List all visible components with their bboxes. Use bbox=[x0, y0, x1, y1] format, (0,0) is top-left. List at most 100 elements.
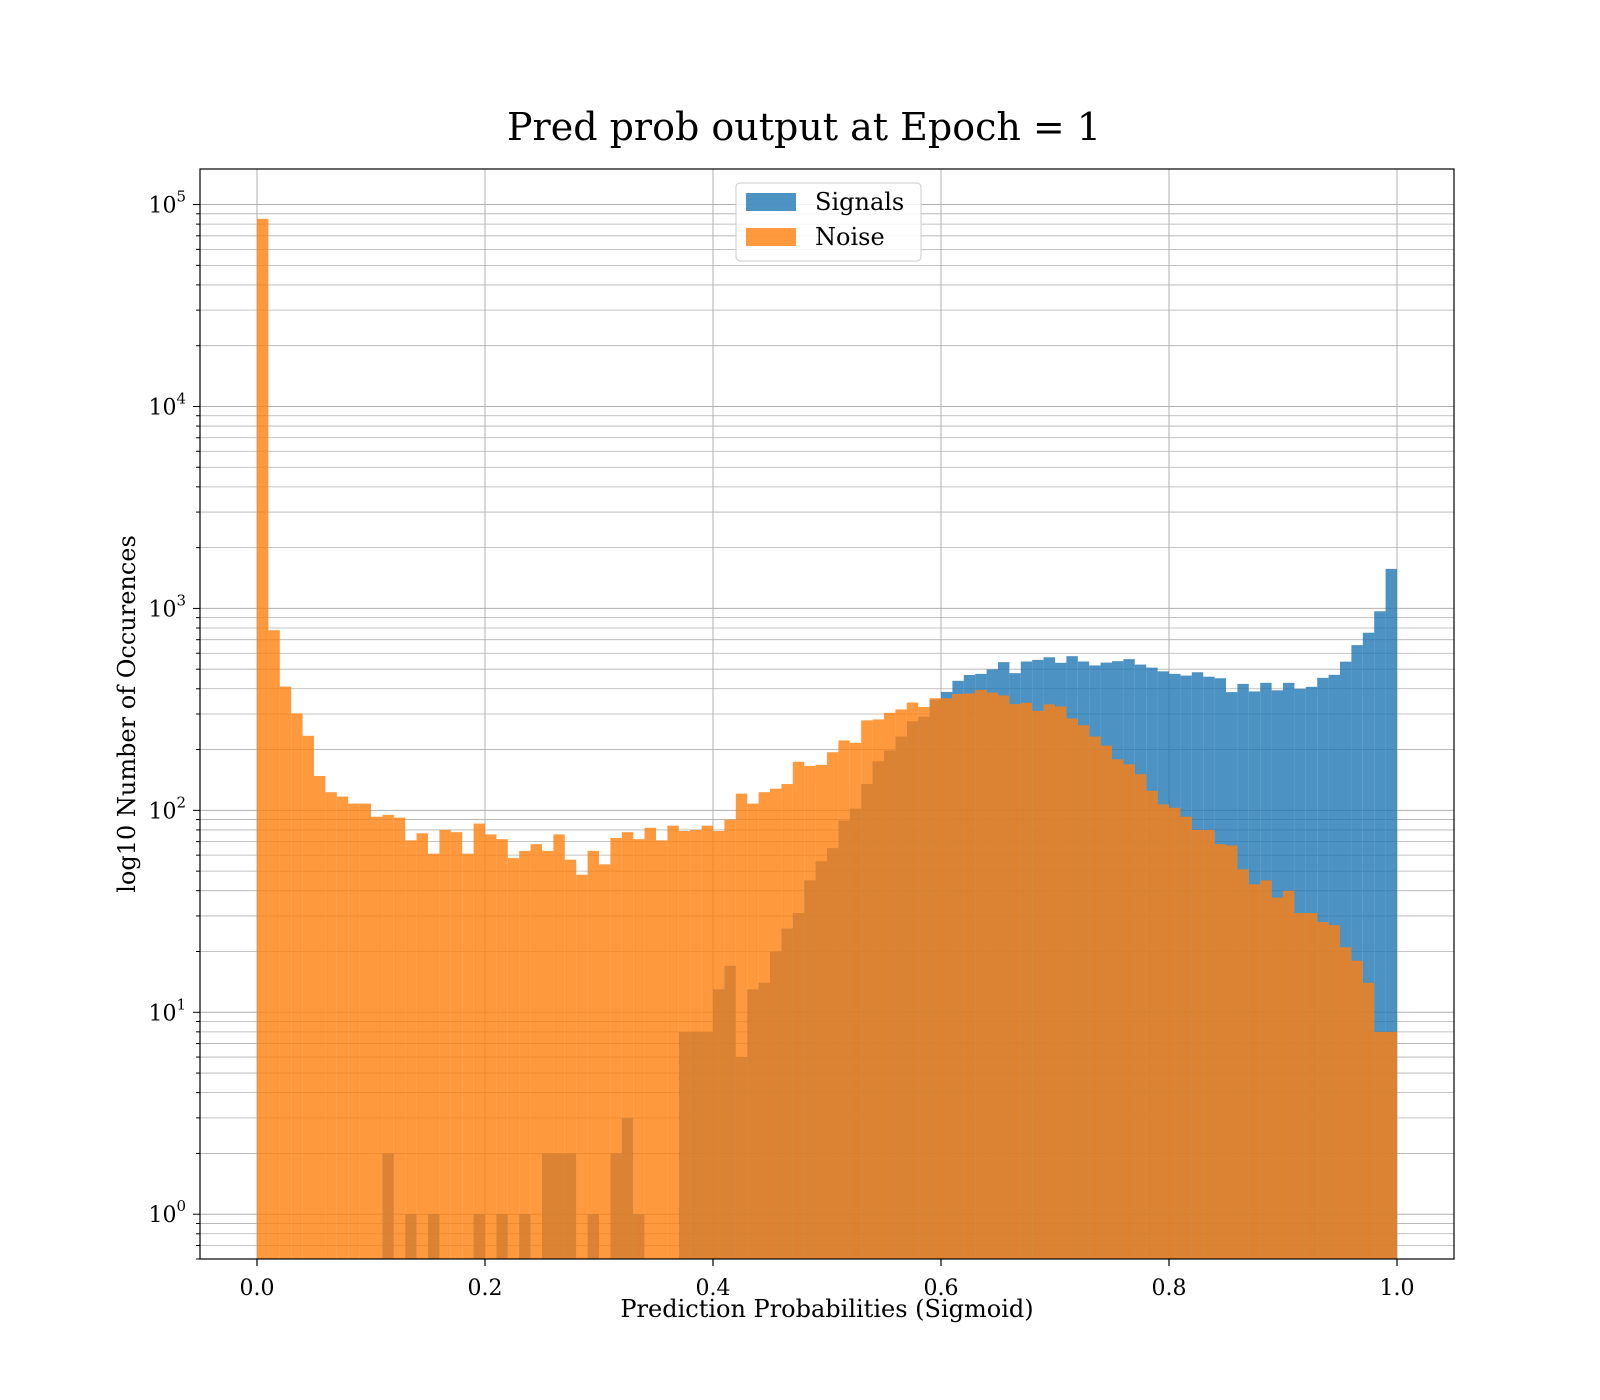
bar-noise bbox=[530, 844, 542, 1259]
bar-noise bbox=[667, 825, 679, 1259]
y-tick-label: 100 bbox=[148, 1197, 186, 1228]
bar-noise bbox=[348, 803, 360, 1259]
bar-noise bbox=[735, 793, 748, 1259]
legend: Signals Noise bbox=[735, 182, 922, 262]
bar-noise bbox=[952, 693, 964, 1259]
bar-noise bbox=[906, 702, 919, 1259]
bar-noise bbox=[359, 803, 371, 1259]
bar-noise bbox=[678, 831, 691, 1259]
bar-noise bbox=[804, 765, 816, 1259]
bar-noise bbox=[781, 784, 793, 1259]
bar-noise bbox=[1032, 710, 1044, 1259]
bar-noise bbox=[963, 693, 976, 1259]
x-tick-label: 0.2 bbox=[468, 1276, 503, 1301]
bar-noise bbox=[1237, 869, 1249, 1259]
bar-noise bbox=[1294, 913, 1306, 1259]
bar-noise bbox=[371, 816, 383, 1259]
bar-noise bbox=[1260, 880, 1272, 1259]
bar-noise bbox=[1123, 764, 1135, 1259]
bar-noise bbox=[1305, 913, 1318, 1259]
legend-swatch-signals bbox=[746, 193, 796, 211]
bar-noise bbox=[941, 698, 953, 1259]
bar-noise bbox=[998, 695, 1010, 1259]
bar-noise bbox=[690, 829, 702, 1259]
bar-noise bbox=[314, 775, 326, 1259]
bar-noise bbox=[1009, 704, 1021, 1259]
bar-noise bbox=[724, 819, 736, 1259]
bar-noise bbox=[485, 834, 497, 1259]
bar-noise bbox=[473, 823, 485, 1259]
bar-noise bbox=[257, 218, 269, 1259]
bar-noise bbox=[918, 706, 930, 1259]
bar-signals bbox=[1362, 632, 1375, 1259]
bar-noise bbox=[553, 834, 565, 1259]
bar-noise bbox=[1340, 947, 1352, 1259]
x-tick-label: 1.0 bbox=[1380, 1276, 1415, 1301]
bar-noise bbox=[382, 814, 394, 1259]
legend-label-noise: Noise bbox=[815, 223, 885, 251]
bar-noise bbox=[621, 832, 634, 1259]
bar-noise bbox=[599, 864, 611, 1259]
bar-signals bbox=[1351, 645, 1363, 1259]
bar-noise bbox=[1374, 1031, 1386, 1259]
bar-noise bbox=[1385, 1031, 1397, 1259]
x-axis-label: Prediction Probabilities (Sigmoid) bbox=[620, 1295, 1033, 1323]
y-axis-ticks: 100 101 102 103 104 105 bbox=[148, 188, 200, 1260]
bar-noise bbox=[1351, 960, 1363, 1259]
x-tick-label: 0.0 bbox=[240, 1276, 275, 1301]
bar-noise bbox=[1214, 844, 1226, 1259]
bar-noise bbox=[336, 796, 349, 1259]
bar-noise bbox=[1328, 925, 1340, 1259]
bar-noise bbox=[507, 858, 520, 1259]
bar-noise bbox=[587, 850, 599, 1259]
bar-noise bbox=[291, 713, 303, 1259]
y-tick-label: 101 bbox=[148, 995, 186, 1026]
bar-noise bbox=[1157, 804, 1169, 1259]
bar-noise bbox=[416, 833, 428, 1259]
bar-noise bbox=[302, 735, 314, 1259]
bar-noise bbox=[815, 764, 827, 1259]
y-tick-label: 103 bbox=[148, 591, 186, 622]
bar-noise bbox=[1146, 790, 1158, 1259]
bar-noise bbox=[405, 840, 417, 1259]
bar-noise bbox=[849, 742, 862, 1259]
legend-swatch-noise bbox=[746, 228, 796, 246]
y-tick-label: 102 bbox=[148, 793, 186, 824]
y-tick-label: 104 bbox=[148, 389, 186, 420]
bar-noise bbox=[1020, 702, 1033, 1259]
bar-noise bbox=[644, 827, 656, 1259]
x-tick-label: 0.4 bbox=[696, 1276, 731, 1301]
bar-noise bbox=[1112, 759, 1124, 1259]
bar-noise bbox=[1271, 897, 1283, 1259]
bar-noise bbox=[1180, 816, 1192, 1259]
bar-signals bbox=[1374, 611, 1386, 1259]
legend-label-signals: Signals bbox=[815, 188, 904, 216]
bar-noise bbox=[1100, 745, 1112, 1259]
bar-noise bbox=[895, 709, 907, 1259]
bar-noise bbox=[827, 752, 839, 1259]
bar-noise bbox=[792, 761, 805, 1259]
histogram-bars bbox=[257, 218, 1397, 1259]
chart-title: Pred prob output at Epoch = 1 bbox=[507, 105, 1101, 149]
y-axis-label: log10 Number of Occurences bbox=[113, 535, 141, 893]
bar-noise bbox=[496, 839, 508, 1259]
bar-noise bbox=[1283, 890, 1295, 1259]
bar-noise bbox=[564, 859, 577, 1259]
bar-noise bbox=[861, 720, 873, 1259]
bar-noise bbox=[428, 853, 440, 1259]
bar-noise bbox=[1169, 807, 1181, 1259]
bar-noise bbox=[838, 740, 850, 1259]
x-tick-label: 0.8 bbox=[1152, 1276, 1187, 1301]
bar-noise bbox=[1066, 718, 1078, 1259]
y-tick-label: 105 bbox=[148, 188, 186, 219]
bar-noise bbox=[1226, 845, 1238, 1259]
bar-noise bbox=[325, 792, 337, 1259]
x-tick-label: 0.6 bbox=[924, 1276, 959, 1301]
bar-noise bbox=[1134, 774, 1147, 1259]
bar-noise bbox=[975, 689, 987, 1259]
bar-noise bbox=[439, 829, 451, 1259]
bar-noise bbox=[462, 853, 474, 1259]
x-axis-ticks: 0.0 0.2 0.4 0.6 0.8 1.0 bbox=[240, 1259, 1415, 1301]
bar-noise bbox=[758, 792, 770, 1259]
